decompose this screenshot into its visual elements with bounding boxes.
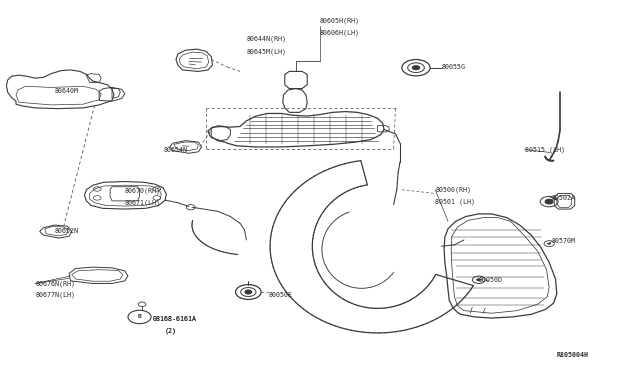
Text: 08168-6161A: 08168-6161A — [152, 316, 196, 322]
Text: 80654N: 80654N — [163, 147, 187, 153]
Text: 80640M: 80640M — [54, 88, 79, 94]
Text: 80570M: 80570M — [552, 238, 576, 244]
Text: 80670(RH): 80670(RH) — [125, 187, 161, 194]
Text: 08168-6161A: 08168-6161A — [152, 316, 196, 322]
Text: 80606H(LH): 80606H(LH) — [320, 29, 360, 36]
Text: 80502A: 80502A — [552, 195, 576, 201]
Text: 80644N(RH): 80644N(RH) — [246, 36, 287, 42]
Text: 80515 (LH): 80515 (LH) — [525, 146, 564, 153]
Circle shape — [476, 278, 481, 281]
Text: 80605H(RH): 80605H(RH) — [320, 17, 360, 24]
Text: 80500(RH): 80500(RH) — [435, 186, 471, 193]
Text: (2): (2) — [165, 327, 177, 334]
Text: 80050E: 80050E — [269, 292, 293, 298]
Text: 80671(LH): 80671(LH) — [125, 199, 161, 206]
Text: B: B — [138, 314, 141, 320]
Text: (2): (2) — [165, 327, 177, 334]
Text: 80055G: 80055G — [442, 64, 466, 70]
Text: 80677N(LH): 80677N(LH) — [35, 292, 76, 298]
Circle shape — [547, 243, 551, 245]
Text: 80645M(LH): 80645M(LH) — [246, 48, 287, 55]
Text: R805004H: R805004H — [557, 352, 589, 358]
Circle shape — [545, 199, 553, 204]
Circle shape — [245, 290, 252, 294]
Text: 80050D: 80050D — [479, 277, 503, 283]
Text: 80652N: 80652N — [54, 228, 79, 234]
Text: 80501 (LH): 80501 (LH) — [435, 198, 476, 205]
Circle shape — [412, 65, 420, 70]
Text: 80676N(RH): 80676N(RH) — [35, 280, 76, 287]
